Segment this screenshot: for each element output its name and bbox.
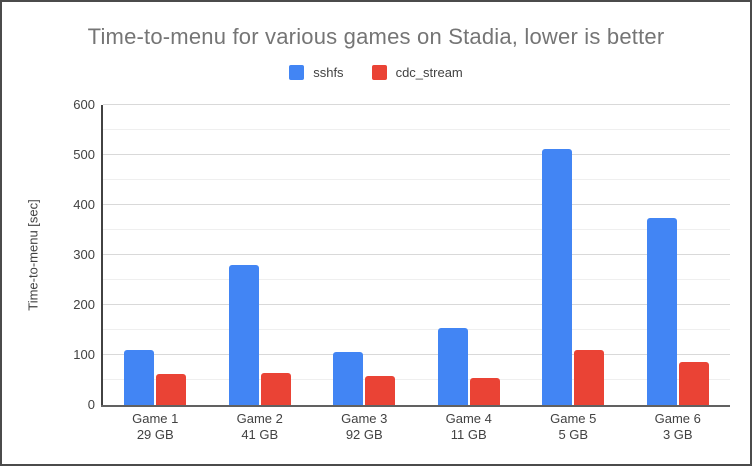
category-name: Game 3 <box>341 411 388 426</box>
x-axis-label-game-1: Game 1 29 GB <box>103 411 208 443</box>
x-axis-label-game-3: Game 3 92 GB <box>312 411 417 443</box>
y-tick-label-500: 500 <box>73 147 95 162</box>
category-size: 29 GB <box>136 427 174 442</box>
y-tick-label-100: 100 <box>73 347 95 362</box>
bar-cdc_stream-game-5 <box>574 350 605 405</box>
chart-title: Time-to-menu for various games on Stadia… <box>87 24 665 49</box>
category-name: Game 4 <box>445 411 492 426</box>
category-size: 92 GB <box>345 427 383 442</box>
legend: sshfs cdc_stream <box>2 65 750 80</box>
category-name: Game 2 <box>236 411 283 426</box>
gridline-minor <box>103 279 730 280</box>
gridline-major <box>103 254 730 255</box>
bar-cdc_stream-game-4 <box>469 377 500 405</box>
bar-sshfs-game-3 <box>333 351 364 405</box>
bar-sshfs-game-2 <box>228 265 259 405</box>
y-axis-title: Time-to-menu [sec] <box>25 199 41 311</box>
y-tick-label-400: 400 <box>73 197 95 212</box>
plot-area: 0 100 200 300 400 500 600 Game 1 29 GB Game 2 41 G… <box>73 97 730 442</box>
x-axis-baseline <box>101 405 730 407</box>
gridline-major <box>103 304 730 305</box>
gridline-minor <box>103 129 730 130</box>
legend-item-sshfs: sshfs <box>289 65 344 80</box>
y-tick-label-200: 200 <box>73 297 95 312</box>
gridline-minor <box>103 329 730 330</box>
bar-cdc_stream-game-2 <box>260 373 291 405</box>
legend-label-sshfs: sshfs <box>313 65 344 80</box>
category-size: 11 GB <box>450 427 487 442</box>
bar-sshfs-game-1 <box>124 350 155 405</box>
gridline-major <box>103 204 730 205</box>
gridline-major <box>103 154 730 155</box>
x-axis-label-game-2: Game 2 41 GB <box>208 411 313 443</box>
bar-cdc_stream-game-1 <box>156 374 187 405</box>
bar-cdc_stream-game-3 <box>365 375 396 405</box>
y-axis-line <box>101 105 103 405</box>
legend-swatch-sshfs <box>289 65 305 80</box>
category-name: Game 1 <box>132 411 179 426</box>
legend-swatch-cdc_stream <box>371 65 387 80</box>
legend-item-cdc_stream: cdc_stream <box>371 65 463 80</box>
gridline-minor <box>103 379 730 380</box>
category-size: 5 GB <box>558 427 589 442</box>
bar-sshfs-game-5 <box>542 149 573 405</box>
category-name: Game 6 <box>654 411 701 426</box>
category-name: Game 5 <box>550 411 597 426</box>
y-tick-label-0: 0 <box>87 397 95 412</box>
gridline-minor <box>103 179 730 180</box>
bar-sshfs-game-6 <box>646 217 677 405</box>
bar-sshfs-game-4 <box>437 327 468 405</box>
legend-label-cdc_stream: cdc_stream <box>395 65 463 80</box>
y-tick-label-600: 600 <box>73 97 95 112</box>
bar-cdc_stream-game-6 <box>678 361 709 405</box>
category-size: 3 GB <box>662 427 693 442</box>
y-tick-label-300: 300 <box>73 247 95 262</box>
gridline-major <box>103 104 730 105</box>
gridline-minor <box>103 229 730 230</box>
x-axis-label-game-4: Game 4 11 GB <box>417 411 522 443</box>
gridline-major <box>103 354 730 355</box>
category-size: 41 GB <box>241 427 279 442</box>
